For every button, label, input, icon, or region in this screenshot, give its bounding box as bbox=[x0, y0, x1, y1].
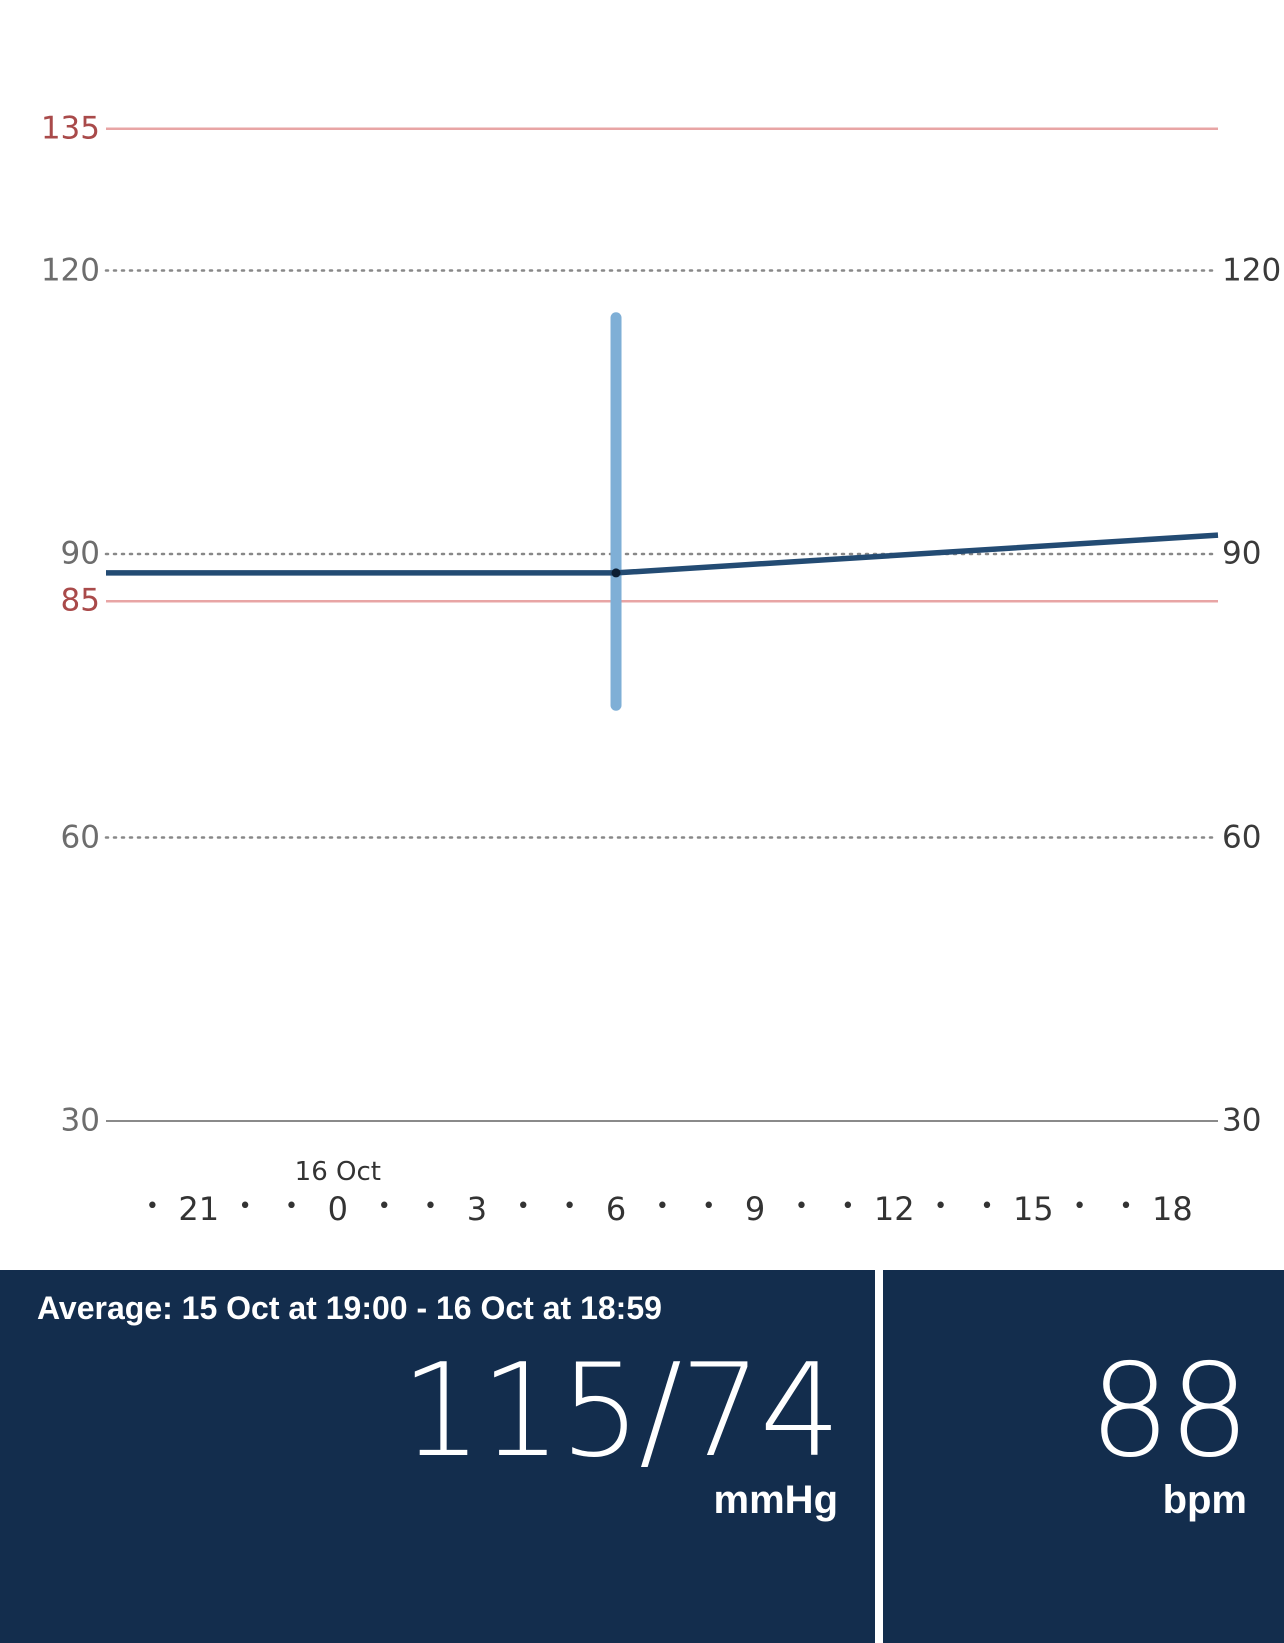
y-tick-right-30: 30 bbox=[1222, 1102, 1262, 1139]
x-tick-dot: • bbox=[655, 1194, 669, 1219]
x-tick-dot: • bbox=[284, 1194, 298, 1219]
x-tick-dot: • bbox=[702, 1194, 716, 1219]
x-tick-3: 3 bbox=[466, 1190, 488, 1228]
x-tick-dot: • bbox=[145, 1194, 159, 1219]
x-tick-21: 21 bbox=[178, 1190, 220, 1228]
y-tick-left-120: 120 bbox=[40, 252, 100, 288]
x-tick-dot: • bbox=[238, 1194, 252, 1219]
hr-summary-panel: 88 bpm bbox=[883, 1270, 1284, 1643]
x-tick-dot: • bbox=[794, 1194, 808, 1219]
x-tick-dot: • bbox=[424, 1194, 438, 1219]
y-tick-right-120: 120 bbox=[1222, 252, 1282, 288]
bp-summary-panel: Average: 15 Oct at 19:00 - 16 Oct at 18:… bbox=[0, 1270, 875, 1643]
x-tick-dot: • bbox=[377, 1194, 391, 1219]
x-tick-dot: • bbox=[563, 1194, 577, 1219]
x-tick-dot: • bbox=[980, 1194, 994, 1219]
bp-value: 115/74 bbox=[400, 1337, 841, 1486]
hr-value: 88 bbox=[1089, 1337, 1250, 1486]
x-tick-dot: • bbox=[1073, 1194, 1087, 1219]
hr-unit: bpm bbox=[1162, 1478, 1247, 1522]
x-tick-dot: • bbox=[934, 1194, 948, 1219]
pulse-point bbox=[611, 568, 621, 578]
y-tick-right-60: 60 bbox=[1222, 819, 1262, 855]
x-tick-15: 15 bbox=[1012, 1190, 1054, 1228]
day-boundary-label: 16 Oct bbox=[294, 1157, 381, 1187]
y-tick-left-90: 90 bbox=[60, 535, 100, 572]
bp-chart: 30 60 90 120 30 60 90 120 135 85 21 0 3 6 9 12 15 18 • • • • •… bbox=[40, 110, 1282, 1228]
x-tick-12: 12 bbox=[873, 1190, 915, 1228]
x-tick-dot: • bbox=[516, 1194, 530, 1219]
reference-label-85: 85 bbox=[60, 582, 100, 619]
y-tick-left-30: 30 bbox=[60, 1102, 100, 1139]
x-tick-18: 18 bbox=[1152, 1190, 1193, 1228]
y-tick-left-60: 60 bbox=[60, 819, 100, 855]
x-tick-0: 0 bbox=[327, 1190, 348, 1228]
reference-label-135: 135 bbox=[40, 110, 100, 147]
chart-plot bbox=[104, 127, 1220, 1122]
x-tick-dot: • bbox=[1119, 1194, 1133, 1219]
average-range-label: Average: 15 Oct at 19:00 - 16 Oct at 18:… bbox=[37, 1290, 662, 1326]
x-tick-dot: • bbox=[841, 1194, 855, 1219]
x-tick-9: 9 bbox=[744, 1190, 766, 1228]
bp-unit: mmHg bbox=[713, 1478, 838, 1522]
x-tick-6: 6 bbox=[605, 1190, 627, 1228]
y-tick-right-90: 90 bbox=[1222, 535, 1262, 572]
